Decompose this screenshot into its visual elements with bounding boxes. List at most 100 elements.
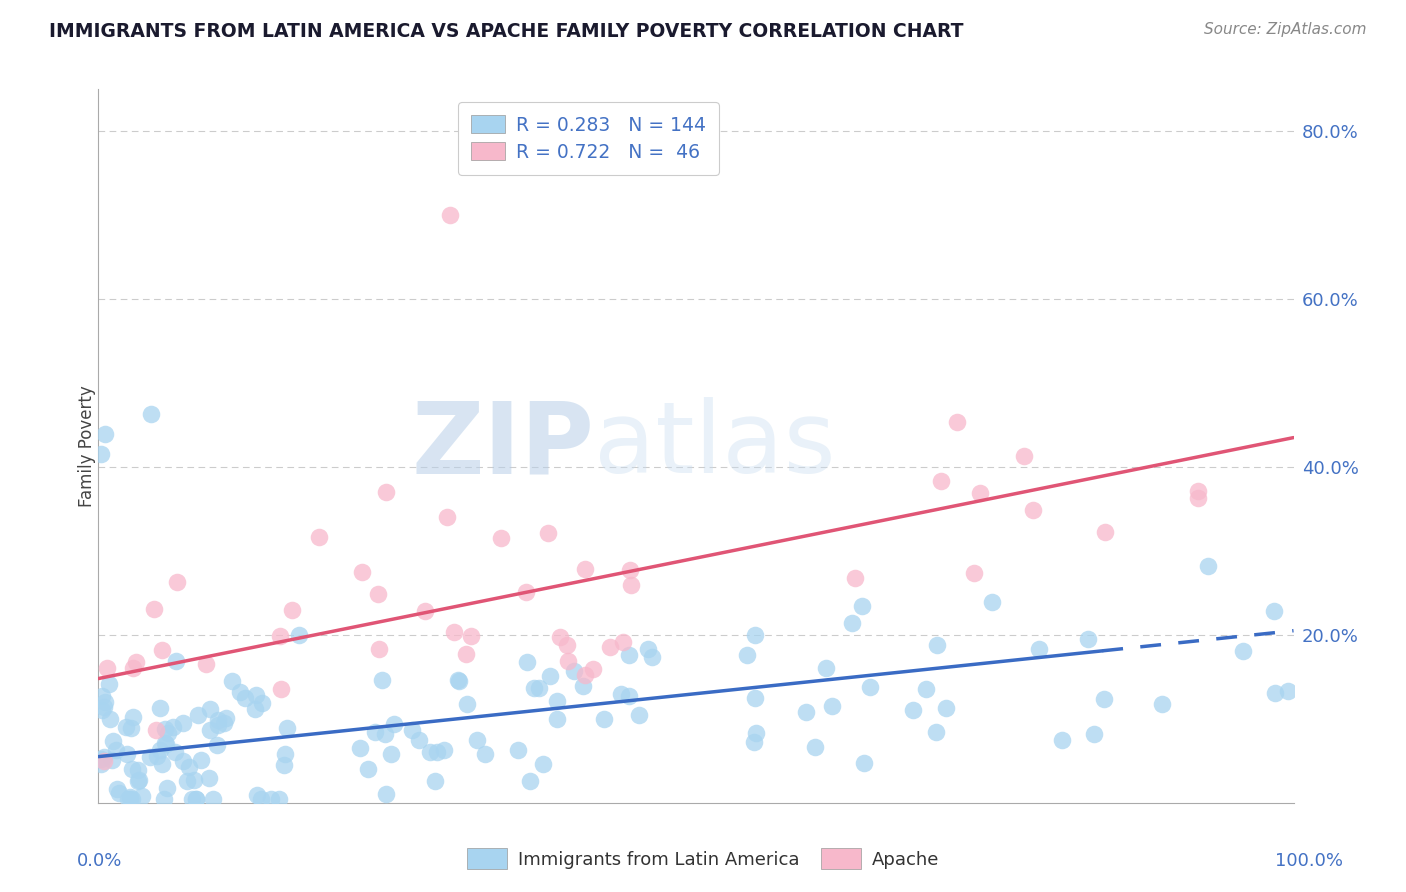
Point [183,772,205,787]
Point [627,707,650,722]
Point [449,673,471,688]
Point [609,687,631,701]
Point [249,791,271,805]
Point [93,427,115,442]
Point [357,762,380,776]
Point [593,712,616,726]
Point [181,791,204,805]
Point [101,753,124,767]
Point [93,700,115,714]
Point [149,743,172,757]
Point [155,737,177,751]
Point [619,563,641,577]
Point [127,774,149,789]
Point [121,660,143,674]
Point [364,725,387,739]
Point [118,791,141,805]
Point [90,757,112,772]
Point [131,789,153,803]
Point [90,752,112,766]
Point [235,691,257,706]
Point [744,628,766,642]
Point [439,208,461,222]
Point [844,571,866,585]
Point [1028,642,1050,657]
Point [415,604,437,618]
Point [1092,692,1115,706]
Point [166,575,188,590]
Point [489,531,512,545]
Point [1022,503,1045,517]
Point [374,787,396,801]
Point [617,648,640,662]
Point [115,747,138,762]
Point [94,695,117,709]
Point [127,763,149,777]
Point [172,715,194,730]
Point [143,602,166,616]
Point [190,753,212,767]
Point [1187,491,1209,505]
Point [557,654,579,668]
Text: 0.0%: 0.0% [77,852,122,870]
Point [155,736,177,750]
Point [619,690,641,704]
Point [744,691,766,706]
Point [207,718,229,732]
Point [371,673,394,687]
Point [433,743,456,757]
Point [245,701,267,715]
Text: atlas: atlas [595,398,837,494]
Point [367,587,389,601]
Point [925,638,948,652]
Point [153,723,176,737]
Point [1012,449,1035,463]
Point [163,745,186,759]
Point [281,603,304,617]
Point [101,733,124,747]
Point [555,638,578,652]
Point [546,694,568,708]
Point [172,754,194,768]
Point [207,713,229,727]
Point [516,655,538,669]
Point [548,630,571,644]
Point [745,726,768,740]
Point [794,705,817,719]
Text: IMMIGRANTS FROM LATIN AMERICA VS APACHE FAMILY POVERTY CORRELATION CHART: IMMIGRANTS FROM LATIN AMERICA VS APACHE … [49,22,963,41]
Point [426,746,449,760]
Point [139,407,162,421]
Point [1197,558,1219,573]
Point [246,788,269,802]
Point [374,727,396,741]
Point [380,747,402,762]
Point [150,643,173,657]
Point [205,738,228,752]
Point [1263,604,1285,618]
Point [515,584,537,599]
Point [276,721,298,735]
Point [288,628,311,642]
Point [90,703,112,717]
Point [195,657,218,672]
Point [184,791,207,805]
Point [562,665,585,679]
Point [929,474,952,488]
Point [198,701,221,715]
Point [176,773,198,788]
Point [945,415,967,429]
Point [97,677,120,691]
Point [474,747,496,762]
Point [274,747,297,761]
Y-axis label: Family Poverty: Family Poverty [79,385,96,507]
Point [637,642,659,657]
Point [519,774,541,789]
Point [105,743,128,757]
Legend: R = 0.283   N = 144, R = 0.722   N =  46: R = 0.283 N = 144, R = 0.722 N = 46 [458,103,718,175]
Point [742,735,765,749]
Point [122,709,145,723]
Point [93,754,115,768]
Point [737,648,759,662]
Point [120,789,142,804]
Point [851,599,873,613]
